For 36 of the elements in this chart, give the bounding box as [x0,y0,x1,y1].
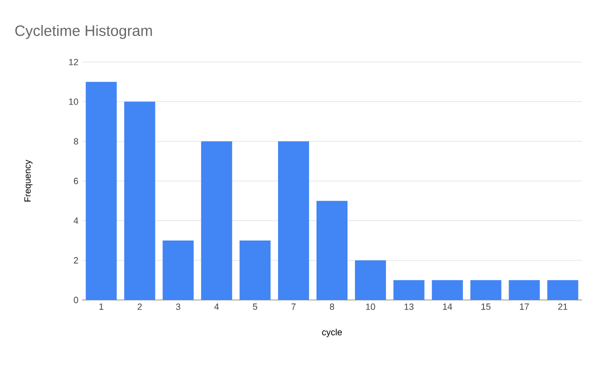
y-axis-title: Frequency [24,160,32,202]
bar [508,280,540,300]
bar [432,280,463,300]
y-tick-label: 12 [69,58,78,66]
bar [86,82,117,300]
x-tick-label: 14 [443,304,452,310]
bar [124,102,156,300]
x-tick-label: 15 [482,304,490,310]
bar [547,280,578,300]
x-axis-title: cycle [322,328,342,338]
x-tick-label: 2 [138,304,142,310]
bar [162,240,194,300]
chart-title: Cycletime Histogram [15,25,152,39]
bar [354,260,386,300]
y-tick-label: 8 [74,138,78,145]
y-tick-label: 10 [69,98,78,105]
x-tick-label: 1 [99,304,104,310]
bar [393,280,424,300]
x-tick-label: 13 [404,304,414,310]
bar [316,200,348,300]
x-tick-label: 4 [214,304,219,310]
x-tick-label: 17 [520,304,529,310]
y-tick-label: 0 [74,296,78,304]
x-tick-label: 3 [176,304,180,310]
x-tick-label: 7 [291,304,296,310]
bar [470,280,502,300]
bar [240,240,271,300]
x-tick-label: 10 [366,304,376,310]
y-tick-label: 2 [74,257,78,264]
x-tick-label: 8 [330,304,334,310]
bar [278,141,310,300]
x-tick-label: 21 [558,304,568,310]
y-tick-label: 6 [74,178,78,184]
y-tick-label: 4 [74,218,78,224]
x-tick-label: 5 [252,304,258,310]
bar [201,141,232,300]
